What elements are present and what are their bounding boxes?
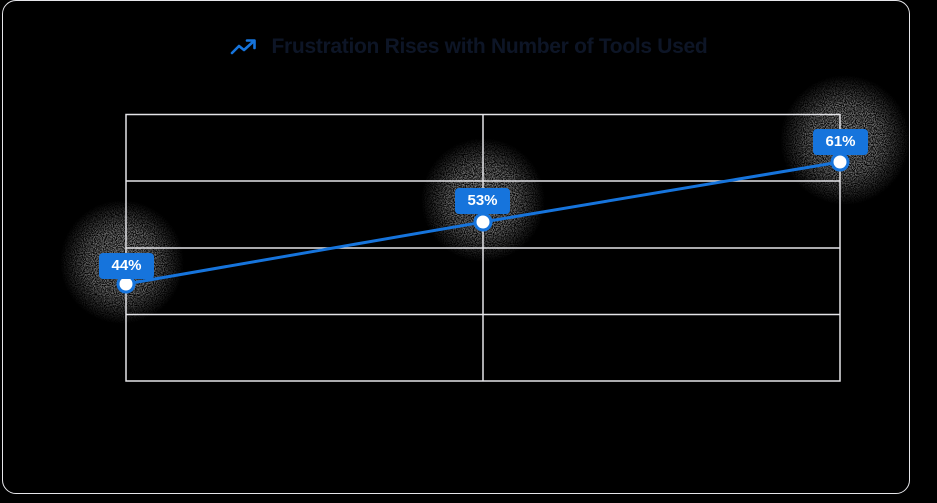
chart-title: Frustration Rises with Number of Tools U… <box>271 35 708 58</box>
data-label-3: 61% <box>813 129 868 155</box>
data-label-2: 53% <box>455 188 510 214</box>
chart-grid <box>125 113 841 382</box>
data-point-3[interactable] <box>830 152 850 172</box>
data-label-1: 44% <box>99 253 154 279</box>
trending-up-icon <box>230 37 258 57</box>
chart-header: Frustration Rises with Number of Tools U… <box>0 33 937 61</box>
data-point-2[interactable] <box>473 212 493 232</box>
